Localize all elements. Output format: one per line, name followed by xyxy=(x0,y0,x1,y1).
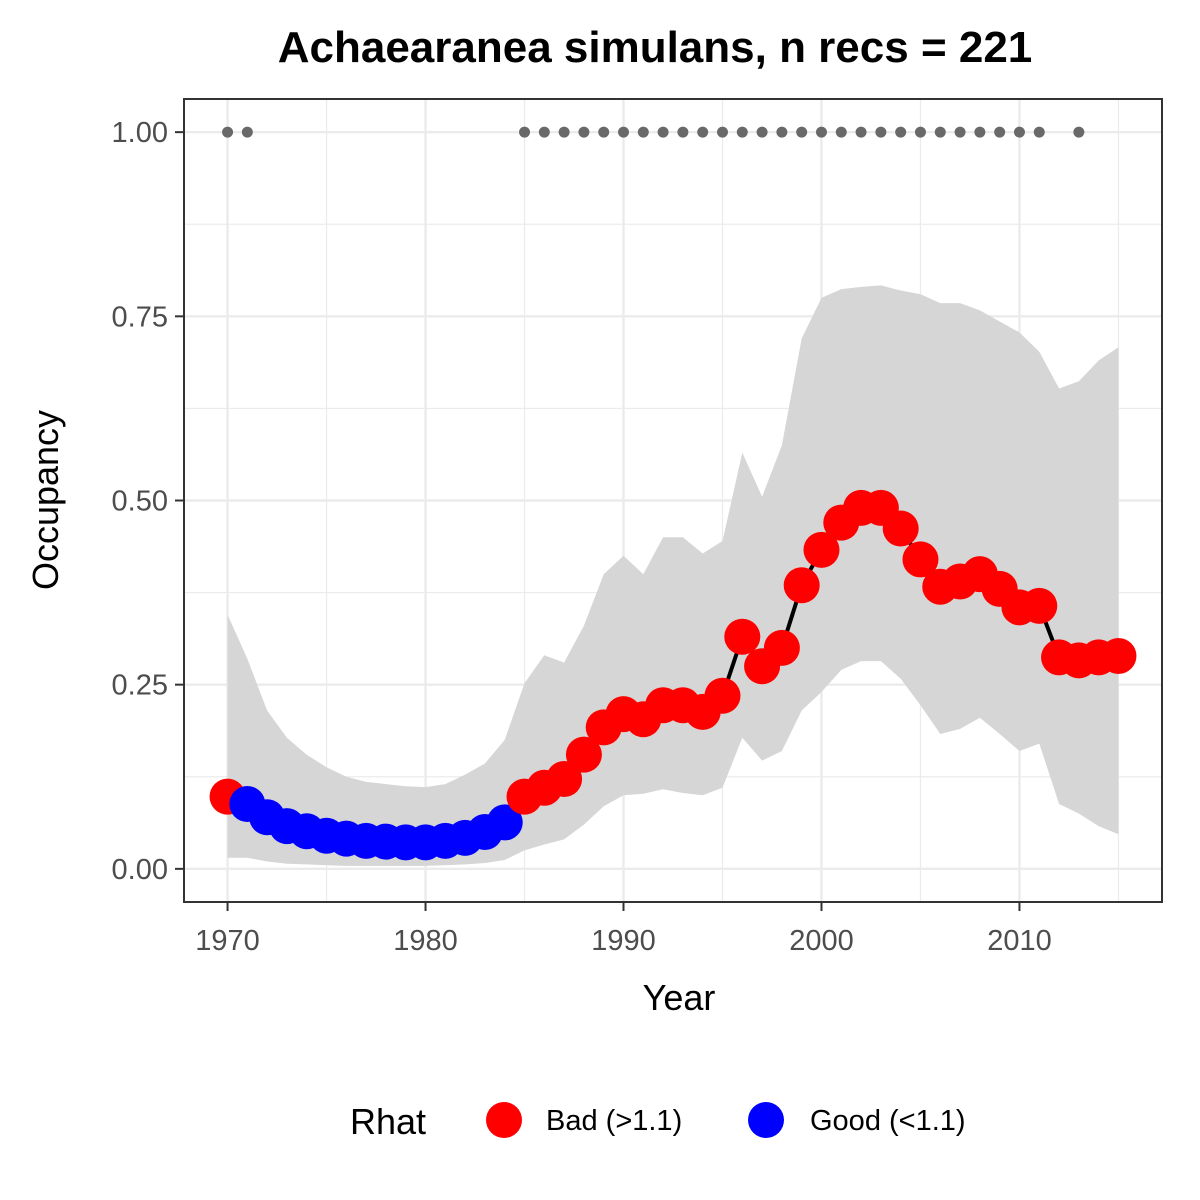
record-dot xyxy=(716,126,728,138)
record-dot xyxy=(776,126,788,138)
y-tick-label: 0.00 xyxy=(112,854,168,886)
legend-label-bad: Bad (>1.1) xyxy=(546,1105,682,1137)
point-bad xyxy=(1100,637,1137,674)
record-dot xyxy=(875,126,887,138)
point-bad xyxy=(565,736,602,773)
point-bad xyxy=(783,567,820,604)
record-dot xyxy=(677,126,689,138)
record-dot xyxy=(1013,126,1025,138)
record-dot xyxy=(954,126,966,138)
point-bad xyxy=(882,510,919,547)
record-dot xyxy=(637,126,649,138)
record-dot xyxy=(558,126,570,138)
x-tick-label: 1980 xyxy=(393,925,458,957)
x-tick-label: 2000 xyxy=(789,925,854,957)
y-tick-label: 0.75 xyxy=(112,301,168,333)
record-dot xyxy=(974,126,986,138)
record-dot xyxy=(618,126,630,138)
record-dot xyxy=(657,126,669,138)
record-dot xyxy=(1033,126,1045,138)
legend-swatch-bad xyxy=(486,1102,522,1138)
x-axis-title: Year xyxy=(643,977,716,1018)
point-good xyxy=(486,804,523,841)
legend-label-good: Good (<1.1) xyxy=(810,1105,966,1137)
point-bad xyxy=(724,618,761,655)
record-dot xyxy=(855,126,867,138)
point-bad xyxy=(803,531,840,568)
record-dot xyxy=(736,126,748,138)
record-dot xyxy=(222,126,234,138)
record-dot xyxy=(815,126,827,138)
record-dot xyxy=(519,126,531,138)
occupancy-points xyxy=(209,489,1137,861)
x-axis: 1970 1980 1990 2000 2010 xyxy=(195,902,1052,957)
y-tick-label: 1.00 xyxy=(112,117,168,149)
record-dot xyxy=(756,126,768,138)
record-dot xyxy=(578,126,590,138)
x-tick-label: 1990 xyxy=(591,925,656,957)
record-dot xyxy=(994,126,1006,138)
point-bad xyxy=(546,760,583,797)
record-dot xyxy=(895,126,907,138)
chart-title: Achaearanea simulans, n recs = 221 xyxy=(278,23,1033,72)
y-tick-label: 0.50 xyxy=(112,486,168,518)
record-dot xyxy=(914,126,926,138)
record-dot xyxy=(538,126,550,138)
record-dot xyxy=(796,126,808,138)
x-tick-label: 1970 xyxy=(195,925,260,957)
y-axis: 0.00 0.25 0.50 0.75 1.00 xyxy=(112,117,184,886)
record-dot xyxy=(241,126,253,138)
record-dot xyxy=(835,126,847,138)
point-bad xyxy=(902,541,939,578)
record-dot xyxy=(1073,126,1085,138)
y-tick-label: 0.25 xyxy=(112,670,168,702)
legend: Rhat Bad (>1.1) Good (<1.1) xyxy=(350,1101,966,1142)
y-axis-title: Occupancy xyxy=(25,410,66,590)
record-dot xyxy=(934,126,946,138)
point-bad xyxy=(763,629,800,666)
legend-title: Rhat xyxy=(350,1101,426,1142)
legend-swatch-good xyxy=(748,1102,784,1138)
point-bad xyxy=(1021,587,1058,624)
record-dot xyxy=(598,126,610,138)
record-dot xyxy=(697,126,709,138)
confidence-ribbon xyxy=(227,285,1119,866)
point-bad xyxy=(704,677,741,714)
record-dots xyxy=(222,126,1085,138)
x-tick-label: 2010 xyxy=(987,925,1052,957)
